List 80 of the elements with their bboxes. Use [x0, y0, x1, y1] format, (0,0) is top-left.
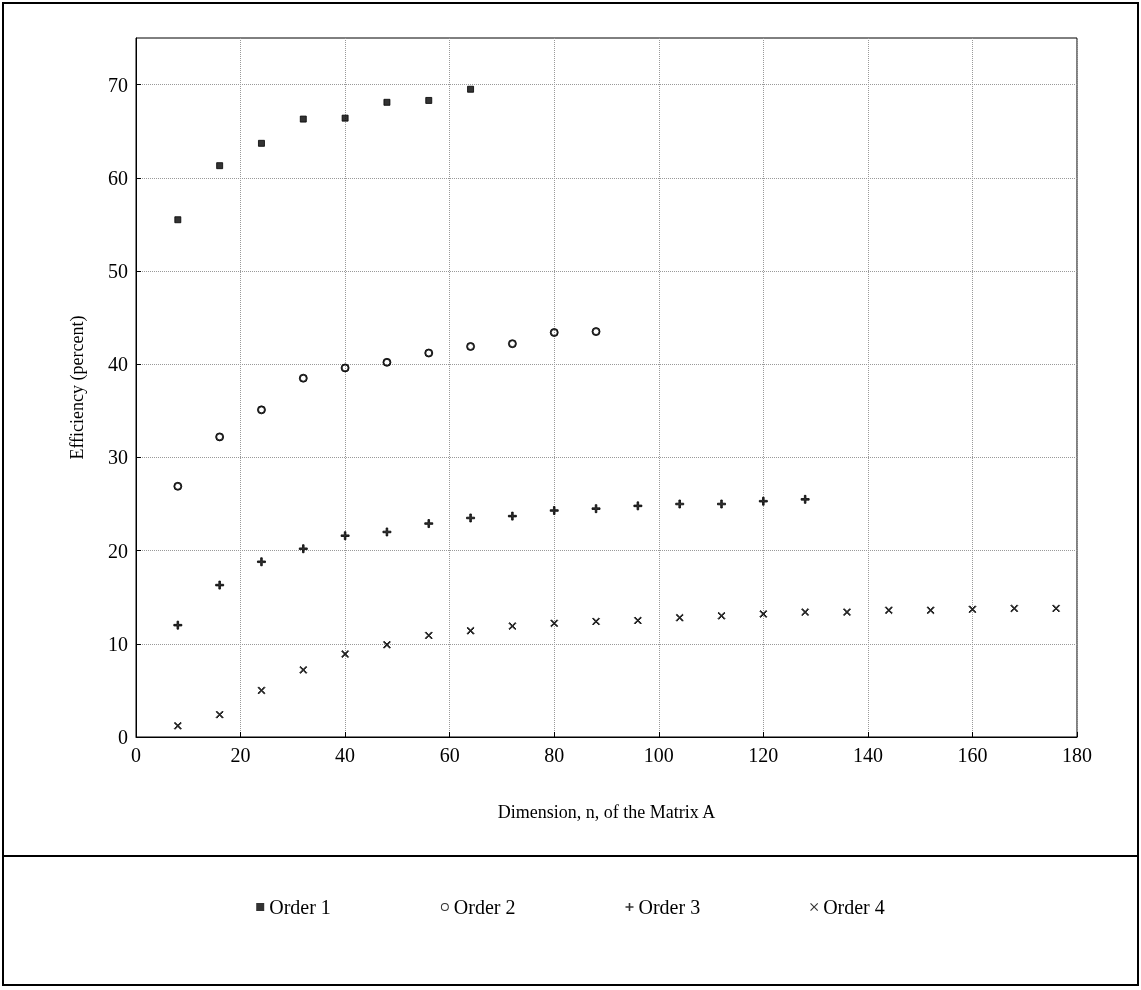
y-tick-label: 10 [108, 632, 128, 655]
point [215, 580, 225, 590]
point [508, 622, 517, 631]
x-tick-label: 100 [643, 744, 674, 766]
point [382, 357, 392, 367]
point [968, 605, 977, 614]
point [467, 85, 475, 93]
point [675, 613, 684, 622]
point [340, 363, 350, 373]
y-tick-label: 0 [118, 726, 128, 748]
x-tick-label: 140 [852, 744, 883, 766]
x-tick-label: 80 [544, 744, 565, 766]
point [801, 608, 810, 617]
point [173, 481, 183, 491]
point [717, 499, 727, 509]
point [633, 616, 642, 625]
point [759, 609, 768, 618]
legend-label: Order 2 [453, 896, 516, 918]
point [800, 494, 810, 504]
point [466, 341, 476, 351]
point [549, 506, 559, 516]
point [507, 339, 517, 349]
legend-label: Order 3 [638, 896, 701, 918]
point [215, 710, 224, 719]
point [215, 432, 225, 442]
point [424, 348, 434, 358]
y-tick-label: 70 [108, 73, 128, 96]
point [299, 115, 307, 123]
point [341, 650, 350, 659]
point [675, 499, 685, 509]
x-tick-label: 180 [1062, 744, 1092, 766]
point [466, 513, 476, 523]
y-tick-label: 50 [108, 260, 128, 282]
legend-label: Order 1 [269, 896, 331, 918]
point [256, 557, 266, 567]
point [549, 328, 559, 338]
y-tick-label: 30 [108, 446, 128, 469]
y-tick-label: 20 [108, 539, 128, 562]
point [884, 606, 893, 615]
point [424, 519, 434, 529]
x-tick-label: 120 [748, 744, 779, 766]
point [425, 96, 433, 104]
point [550, 619, 559, 628]
point [340, 531, 350, 541]
x-tick-label: 160 [957, 744, 988, 766]
x-axis-title: Dimension, n, of the Matrix A [497, 802, 716, 822]
point [341, 114, 349, 122]
point [842, 608, 851, 617]
point [1010, 604, 1019, 613]
point [717, 611, 726, 620]
point [174, 216, 182, 224]
point [1052, 604, 1061, 613]
point [633, 501, 643, 511]
x-tick-label: 60 [439, 744, 460, 766]
point [257, 139, 265, 147]
legend-label: Order 4 [823, 896, 885, 918]
point [424, 631, 433, 640]
point [926, 606, 935, 615]
point [382, 527, 392, 537]
point [591, 504, 601, 514]
point [591, 327, 601, 337]
point [173, 721, 182, 730]
point [256, 405, 266, 415]
point [592, 617, 601, 626]
point [298, 544, 308, 554]
point [299, 665, 308, 674]
point [382, 640, 391, 649]
point [257, 686, 266, 695]
point [298, 373, 308, 383]
point [173, 620, 183, 630]
point [466, 626, 475, 635]
y-axis-title: Efficiency (percent) [67, 315, 88, 460]
x-tick-label: 20 [230, 744, 251, 766]
point [507, 511, 517, 521]
point [216, 162, 224, 170]
y-tick-label: 60 [108, 166, 128, 189]
y-tick-label: 40 [108, 353, 128, 376]
point [758, 496, 768, 506]
x-tick-label: 40 [335, 744, 356, 766]
point [383, 98, 391, 106]
